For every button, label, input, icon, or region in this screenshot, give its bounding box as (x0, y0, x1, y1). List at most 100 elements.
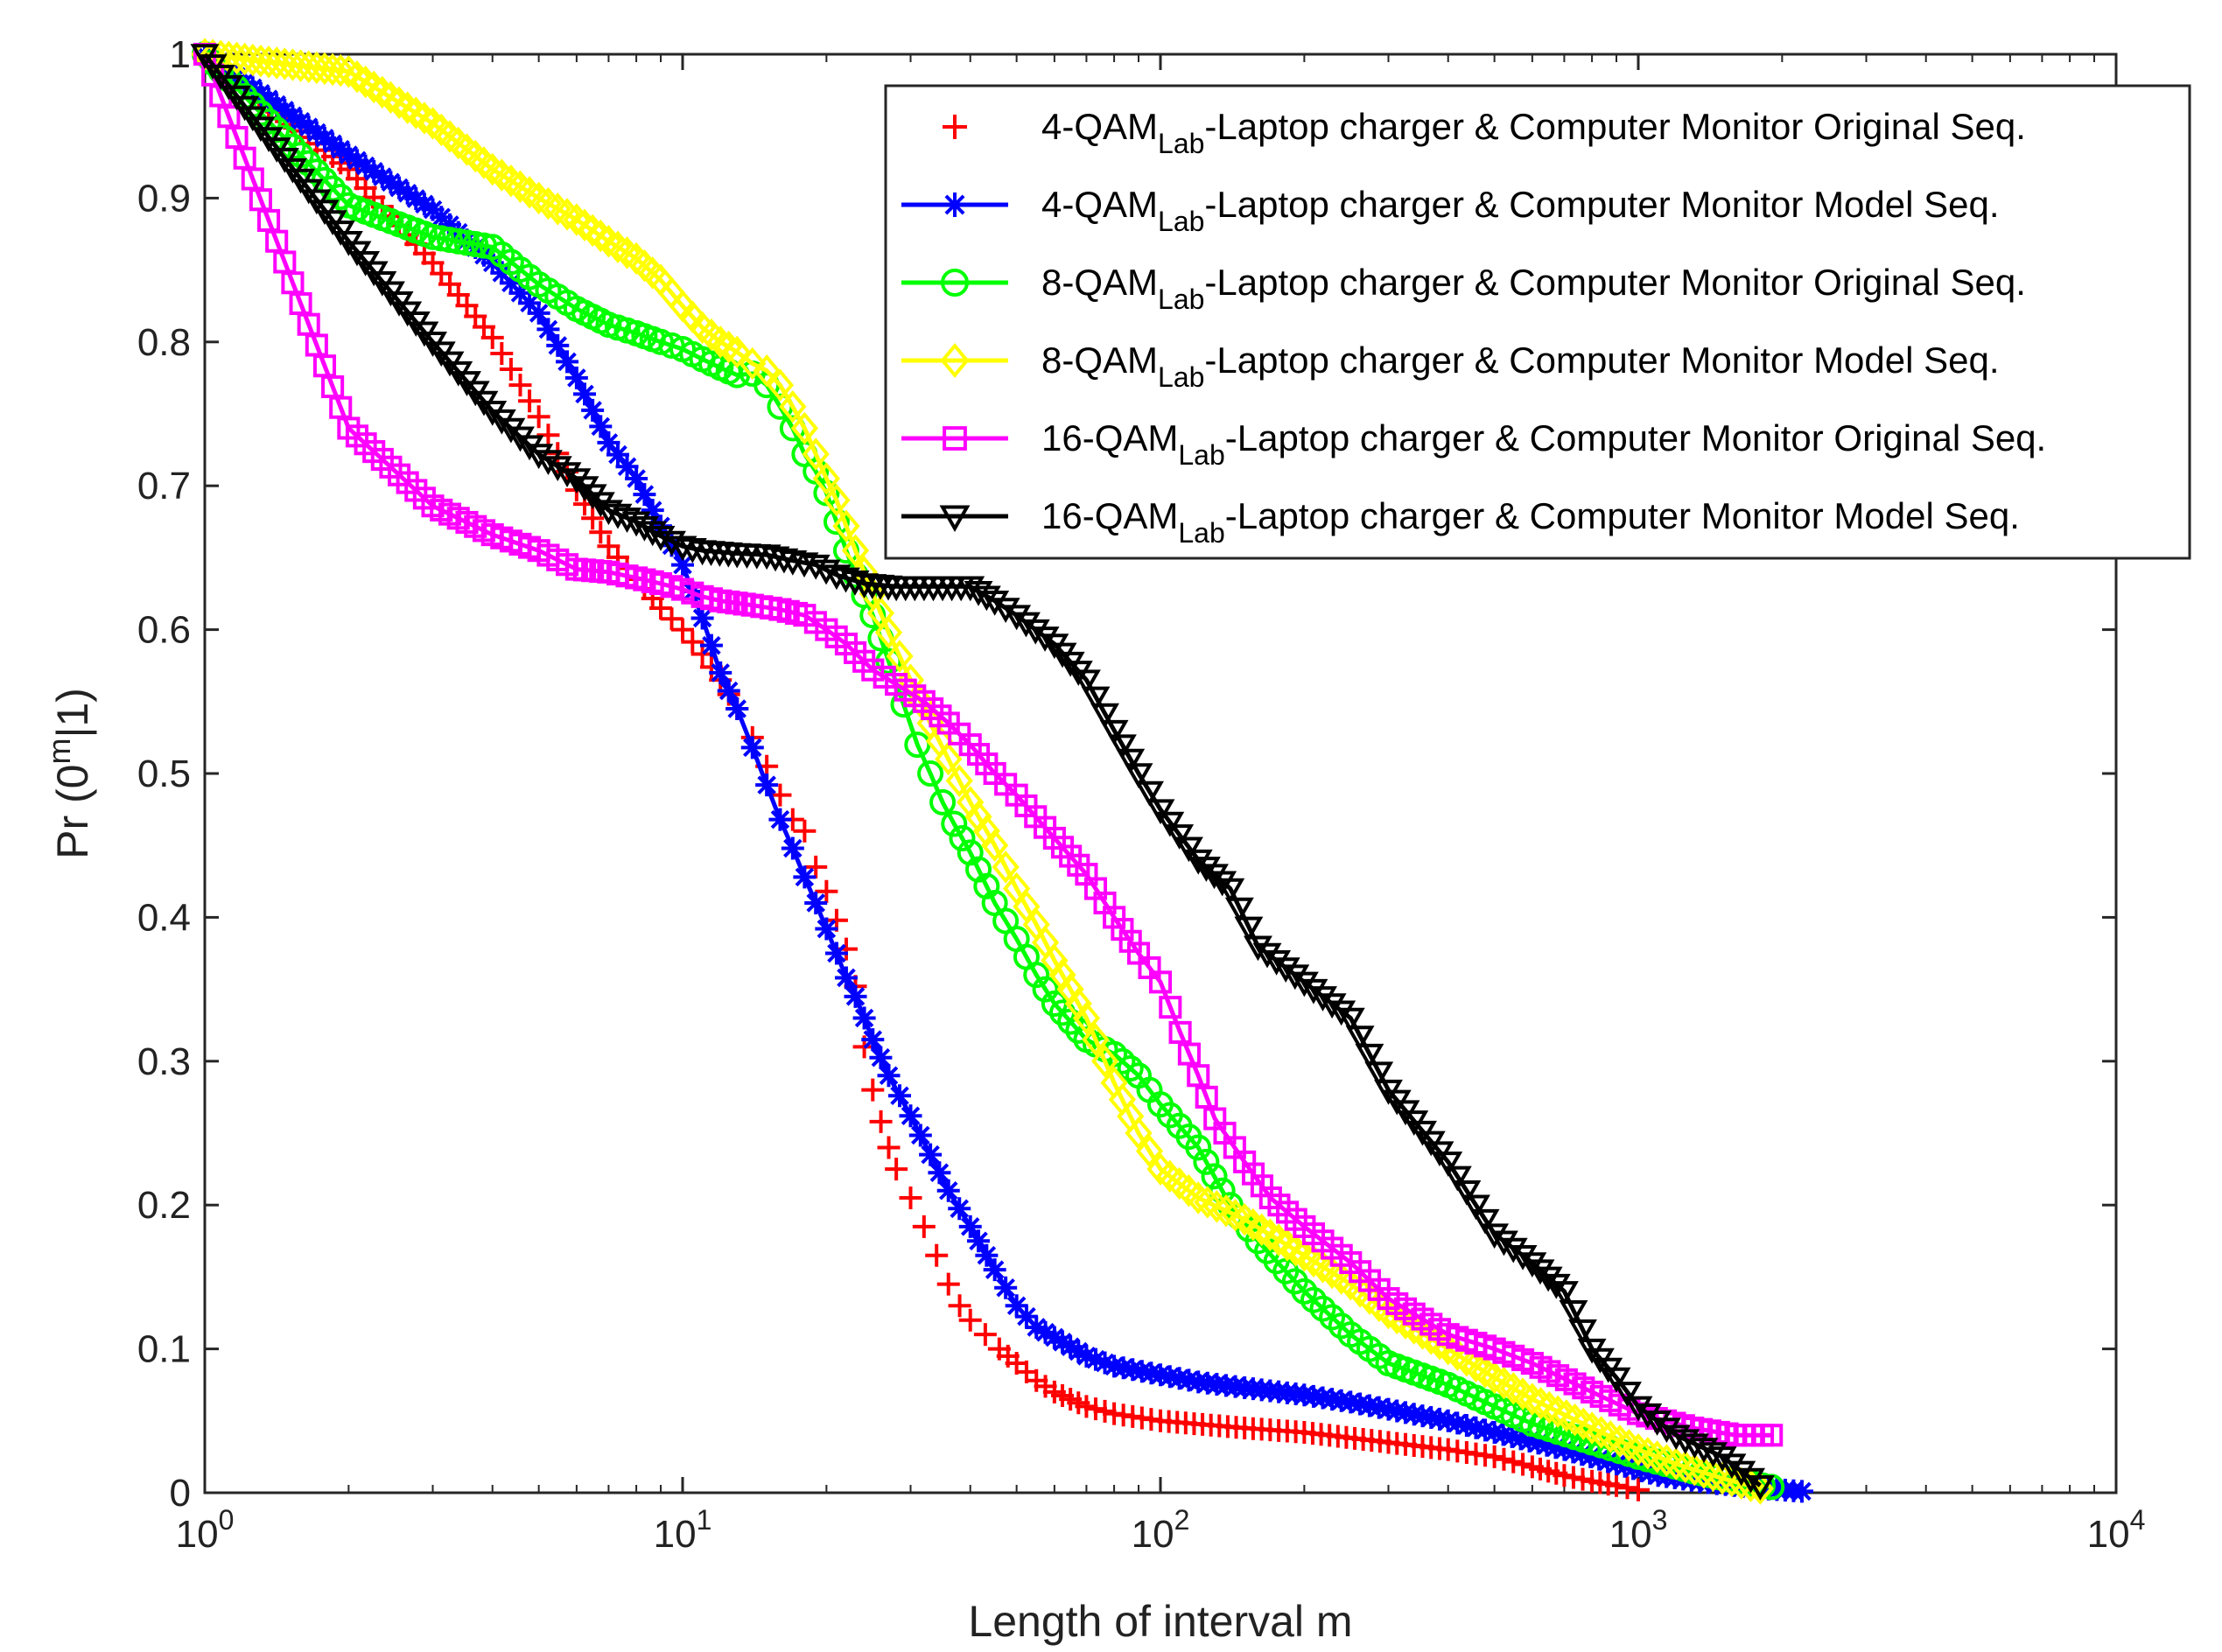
x-tick-label: 103 (1609, 1504, 1668, 1556)
data-point (801, 554, 831, 580)
data-point (1187, 1064, 1210, 1088)
data-point (928, 1161, 951, 1185)
data-point (1135, 1134, 1164, 1168)
data-point (1679, 1433, 1709, 1460)
data-point (1605, 1474, 1629, 1497)
data-point (831, 567, 860, 593)
y-tick-label: 0.8 (137, 321, 191, 364)
data-point (1072, 1001, 1101, 1035)
data-point (1280, 964, 1310, 990)
data-point (1012, 612, 1041, 638)
legend-item: 16-QAMLab-Laptop charger & Computer Moni… (901, 417, 2046, 471)
data-point (1436, 1409, 1460, 1432)
data-point (919, 1143, 943, 1166)
data-point (1569, 1407, 1597, 1441)
data-point (1605, 1452, 1629, 1476)
data-point (958, 1308, 982, 1332)
data-point (802, 438, 830, 471)
data-point (1149, 1363, 1172, 1387)
legend-label-sub: Lab (1158, 284, 1204, 315)
x-tick-label-exp: 3 (1652, 1504, 1668, 1536)
data-point (573, 382, 597, 406)
data-point (345, 149, 368, 172)
x-axis-label: Length of interval m (968, 1597, 1352, 1646)
y-tick-label: 0.6 (137, 609, 191, 652)
legend-item: 16-QAMLab-Laptop charger & Computer Moni… (901, 495, 2020, 549)
data-point (527, 405, 550, 429)
data-point (844, 984, 867, 1008)
data-point (715, 330, 743, 364)
data-point (1717, 1453, 1747, 1480)
data-point (869, 1110, 893, 1133)
series-layer (190, 38, 1813, 1505)
data-point (815, 879, 838, 903)
data-point (768, 808, 792, 831)
legend-label-suffix: -Laptop charger & Computer Monitor Model… (1225, 495, 2020, 536)
data-point (1167, 1367, 1191, 1390)
x-tick-label-exp: 4 (2130, 1504, 2146, 1536)
data-point (739, 346, 767, 381)
data-point (1661, 1424, 1691, 1451)
data-point (1643, 1410, 1672, 1436)
data-point (877, 1064, 901, 1088)
legend-swatch-marker (943, 192, 967, 217)
data-point (562, 468, 592, 494)
data-point (1570, 1443, 1594, 1466)
y-tick-label: 0.7 (137, 465, 191, 508)
data-point (1339, 1390, 1363, 1414)
data-point (936, 1179, 960, 1202)
x-tick-label-base: 10 (654, 1513, 697, 1556)
data-point (1578, 1411, 1606, 1445)
data-point (888, 1084, 912, 1108)
data-point (370, 165, 394, 189)
data-point (1745, 1475, 1775, 1501)
data-point (823, 508, 850, 536)
data-point (1535, 1433, 1559, 1457)
data-point (1367, 1396, 1391, 1419)
data-point (1023, 962, 1050, 989)
data-point (564, 366, 588, 389)
legend-label: 16-QAMLab-Laptop charger & Computer Moni… (1041, 417, 2046, 471)
data-point (1588, 1416, 1616, 1449)
data-point (1289, 971, 1319, 998)
data-point (270, 47, 298, 80)
data-point (1535, 1390, 1563, 1424)
data-point (586, 219, 614, 253)
data-point (740, 736, 764, 760)
data-point (1271, 957, 1300, 983)
legend-item: 4-QAMLab-Laptop charger & Computer Monit… (943, 106, 2026, 159)
x-tick-label-exp: 2 (1174, 1504, 1190, 1536)
data-point (1059, 1335, 1083, 1359)
data-point (1090, 1045, 1119, 1078)
data-point (1357, 1394, 1381, 1418)
data-point (615, 455, 639, 479)
data-point (633, 483, 656, 507)
data-point (1099, 719, 1129, 746)
data-point (790, 411, 818, 445)
data-point (1690, 1456, 1718, 1489)
data-point (752, 544, 782, 570)
data-point (1596, 1450, 1620, 1474)
data-point (625, 466, 648, 490)
data-point (1081, 686, 1111, 712)
data-point (1183, 849, 1213, 875)
data-point (394, 91, 422, 124)
data-point (499, 271, 522, 295)
data-point (1158, 1365, 1181, 1389)
x-tick-label-exp: 1 (697, 1504, 712, 1536)
data-point (1508, 1244, 1538, 1270)
data-point (811, 559, 841, 585)
data-point (1490, 1230, 1518, 1256)
data-point (499, 358, 522, 382)
data-point (638, 521, 668, 547)
data-point (1174, 836, 1203, 863)
x-tick-label-base: 10 (1132, 1513, 1174, 1556)
legend-label-prefix: 8-QAM (1041, 340, 1158, 381)
data-point (1518, 1252, 1547, 1278)
data-point (803, 458, 830, 485)
data-point (1327, 1000, 1356, 1026)
x-tick-label: 102 (1132, 1504, 1190, 1556)
data-point (899, 1186, 922, 1209)
data-point (1474, 1418, 1497, 1442)
data-point (255, 46, 283, 79)
